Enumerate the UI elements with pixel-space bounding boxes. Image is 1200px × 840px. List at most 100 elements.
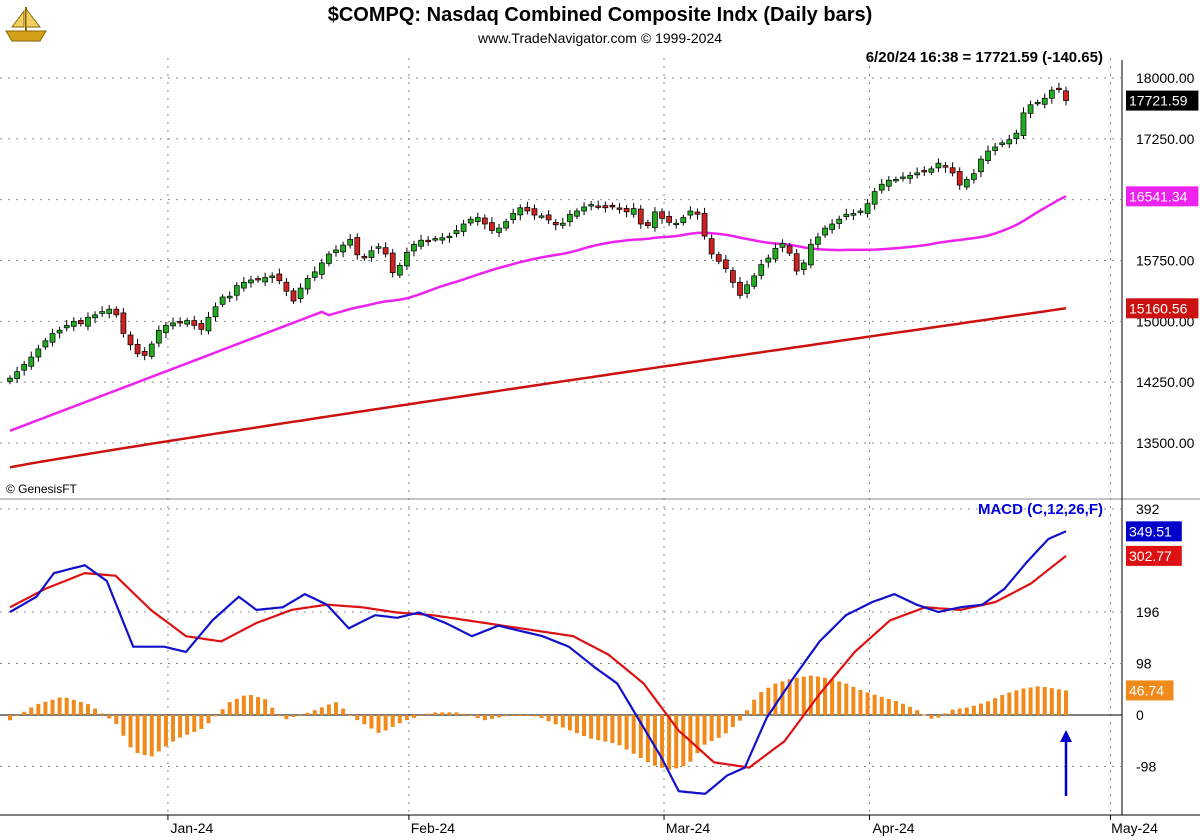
x-tick-label: Jan-24 (171, 820, 214, 836)
histogram-bar (872, 694, 877, 715)
histogram-bar (915, 710, 920, 715)
candle-up (219, 296, 226, 305)
candle-down (382, 247, 389, 255)
candle-up (567, 213, 573, 223)
candle-down (283, 281, 290, 292)
candle-up (49, 333, 56, 343)
histogram-bar (971, 705, 976, 715)
histogram-bar (227, 702, 232, 715)
histogram-bar (759, 692, 764, 715)
histogram-bar (64, 697, 69, 715)
value-labels: 17721.59 16541.34 15160.56 349.51 302.77 46.7… (1126, 90, 1199, 701)
candle-up (21, 363, 28, 371)
candle-down (1056, 87, 1062, 91)
histogram-bar (426, 713, 431, 715)
histogram-bar (660, 715, 665, 768)
histogram-bar (858, 689, 863, 715)
candle-down (354, 237, 361, 256)
histogram-bar (447, 712, 452, 715)
candle-down (708, 238, 715, 255)
candle-up (800, 262, 807, 270)
ma200-line (9, 307, 1067, 469)
price-tick-label: 14250.00 (1136, 374, 1195, 390)
candle-up (63, 325, 70, 329)
x-tick-label: May-24 (1111, 820, 1158, 836)
histogram-bar (291, 715, 296, 718)
candle-up (439, 237, 446, 241)
candle-up (460, 223, 467, 232)
histogram-bar (107, 715, 112, 719)
candle-up (70, 320, 77, 327)
histogram-bar (121, 715, 126, 736)
candle-down (198, 323, 205, 330)
candle-down (290, 290, 297, 302)
candle-up (318, 262, 325, 275)
histogram-bar (908, 706, 913, 715)
candle-up (269, 275, 276, 278)
macd-panel (8, 530, 1072, 796)
candle-up (864, 203, 871, 214)
histogram-bar (978, 703, 983, 715)
histogram-bar (837, 681, 842, 715)
candle-up (226, 295, 233, 299)
histogram-bar (248, 694, 253, 715)
histogram-bar (383, 715, 388, 731)
macd-value-label-signal-box (1126, 545, 1182, 566)
histogram-bar (1014, 690, 1019, 715)
histogram-bar (645, 715, 650, 763)
histogram-bar (319, 707, 324, 715)
histogram-bar (794, 677, 799, 715)
candle-up (538, 215, 545, 218)
candle-up (304, 277, 311, 290)
price-tick-label: 13500.00 (1136, 435, 1195, 451)
candle-up (170, 322, 176, 327)
histogram-bar (553, 715, 558, 725)
histogram-bar (603, 715, 608, 742)
histogram-bar (355, 715, 360, 721)
candle-down (531, 208, 538, 216)
chart-subtitle: www.TradeNavigator.com © 1999-2024 (477, 30, 723, 46)
price-value-label-price: 17721.59 (1129, 93, 1188, 109)
candle-up (822, 227, 828, 236)
macd-value-label-histogram: 46.74 (1129, 682, 1164, 698)
candle-up (368, 250, 375, 258)
candle-up (14, 371, 20, 379)
histogram-bar (823, 677, 828, 715)
candle-up (1041, 97, 1048, 105)
histogram-bar (475, 715, 480, 719)
candle-up (971, 173, 977, 180)
x-tick-label: Feb-24 (411, 820, 456, 836)
macd-tick-label: 98 (1136, 656, 1152, 672)
price-value-label-ma50: 16541.34 (1129, 188, 1188, 204)
histogram-bar (468, 715, 473, 716)
histogram-bar (582, 715, 587, 736)
histogram-bar (567, 715, 572, 731)
macd-tick-label: 196 (1136, 604, 1160, 620)
histogram-bar (220, 709, 225, 715)
histogram-bar (85, 704, 90, 715)
histogram-bar (277, 715, 282, 717)
histogram-bar (900, 703, 905, 715)
histogram-bar (348, 714, 353, 716)
histogram-bar (163, 715, 168, 747)
candle-down (921, 170, 928, 173)
histogram-bar (936, 715, 941, 718)
histogram-bar (851, 686, 856, 715)
candle-up (418, 239, 424, 247)
histogram-bar (730, 715, 735, 727)
candle-down (78, 320, 84, 325)
histogram-bar (1028, 687, 1033, 715)
candle-down (141, 350, 148, 356)
histogram-bar (808, 675, 813, 715)
candle-up (907, 174, 913, 179)
histogram-bar (29, 707, 34, 715)
candle-up (559, 222, 566, 226)
histogram-bar (270, 707, 275, 715)
histogram-bar (560, 715, 565, 728)
candle-up (1020, 112, 1027, 136)
x-tick-label: Mar-24 (666, 820, 711, 836)
candle-up (885, 179, 892, 187)
histogram-bar (334, 702, 339, 715)
candle-up (574, 210, 580, 217)
